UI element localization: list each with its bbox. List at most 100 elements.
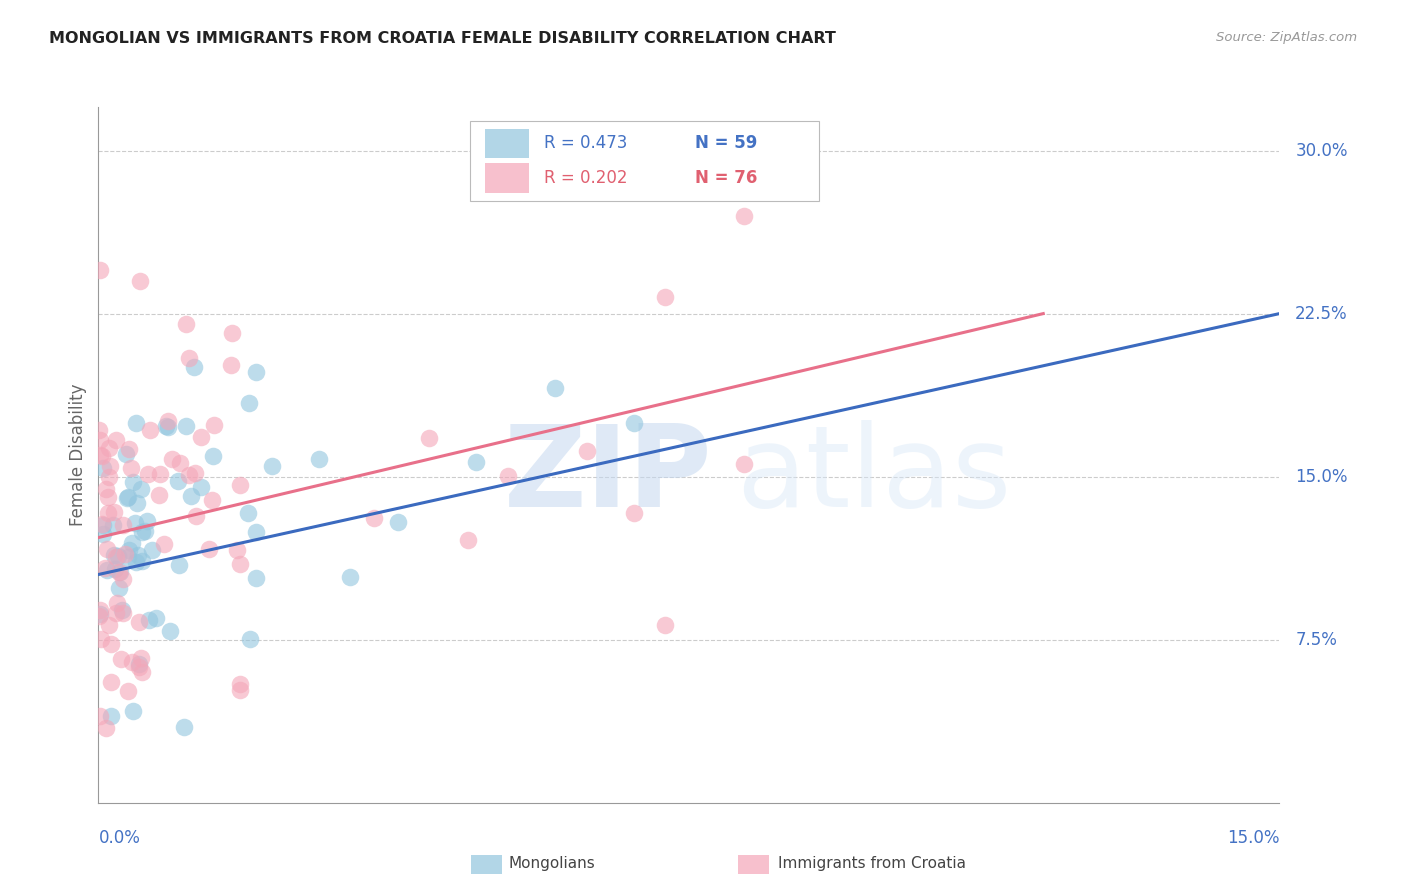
Point <box>121 536 143 550</box>
Text: Source: ZipAtlas.com: Source: ZipAtlas.com <box>1216 31 1357 45</box>
Point <box>654 617 676 632</box>
Point <box>128 660 150 674</box>
Point <box>202 449 225 463</box>
Point <box>153 537 176 551</box>
Point <box>93 561 115 575</box>
Point <box>117 684 139 698</box>
Point <box>134 524 156 538</box>
Point <box>198 541 221 556</box>
Point <box>89 607 111 622</box>
Point <box>245 365 267 379</box>
Point <box>245 524 267 539</box>
Point <box>221 326 243 341</box>
Point <box>107 581 129 595</box>
Point <box>91 449 114 463</box>
Point <box>111 603 134 617</box>
Point <box>225 542 247 557</box>
Point <box>496 469 519 483</box>
Point <box>623 506 645 520</box>
Point <box>128 615 150 629</box>
Text: 7.5%: 7.5% <box>1295 631 1337 648</box>
Point <box>145 611 167 625</box>
Point <box>90 632 112 647</box>
Point <box>93 517 115 532</box>
Point <box>103 505 125 519</box>
Bar <box>485 128 530 158</box>
Point <box>179 351 201 366</box>
Point <box>122 475 145 489</box>
Point <box>229 557 252 571</box>
Point <box>174 318 197 332</box>
Point <box>108 565 131 579</box>
Point <box>108 565 131 579</box>
Point <box>202 417 225 432</box>
Point <box>184 466 207 480</box>
Point <box>457 533 479 547</box>
Point <box>190 480 212 494</box>
Point <box>169 456 191 470</box>
Point <box>118 442 141 457</box>
Point <box>87 424 110 438</box>
Point <box>128 657 150 671</box>
Point <box>131 665 153 679</box>
Point <box>174 419 197 434</box>
Point <box>107 549 129 563</box>
FancyBboxPatch shape <box>471 121 818 201</box>
Point <box>127 496 149 510</box>
Point <box>127 549 149 563</box>
Point <box>125 555 148 569</box>
Point <box>105 606 128 620</box>
Point <box>260 459 283 474</box>
Point <box>308 451 330 466</box>
Text: Immigrants from Croatia: Immigrants from Croatia <box>778 856 966 871</box>
Point <box>141 543 163 558</box>
Point <box>219 358 242 372</box>
Point <box>129 274 152 288</box>
Point <box>89 603 111 617</box>
Point <box>339 569 361 583</box>
Point <box>112 606 135 620</box>
Point <box>111 572 134 586</box>
Point <box>122 705 145 719</box>
Point <box>91 526 114 541</box>
Point <box>180 489 202 503</box>
Point <box>94 721 117 735</box>
Point <box>117 550 139 565</box>
Point <box>87 609 110 624</box>
Text: R = 0.202: R = 0.202 <box>544 169 627 187</box>
Text: 0.0%: 0.0% <box>98 829 141 847</box>
Point <box>97 506 120 520</box>
Point <box>544 381 567 395</box>
Point <box>183 360 205 375</box>
Point <box>117 491 139 505</box>
Point <box>97 618 120 632</box>
Point <box>157 420 180 434</box>
Point <box>157 414 180 428</box>
Point <box>103 548 125 562</box>
Point <box>120 460 142 475</box>
Text: Mongolians: Mongolians <box>509 856 596 871</box>
Point <box>575 444 598 458</box>
Point <box>129 482 152 496</box>
Point <box>104 434 127 448</box>
Point <box>159 624 181 638</box>
Point <box>418 431 440 445</box>
Point <box>138 613 160 627</box>
Point <box>167 475 190 489</box>
Point <box>89 448 111 462</box>
Point <box>117 543 139 558</box>
Point <box>363 511 385 525</box>
Point <box>623 416 645 430</box>
Point <box>98 458 121 473</box>
Point <box>136 467 159 481</box>
Point <box>105 596 128 610</box>
Point <box>229 682 252 697</box>
Point <box>89 263 111 277</box>
Point <box>160 451 183 466</box>
Point <box>110 652 132 666</box>
Point <box>733 209 755 223</box>
Point <box>100 708 122 723</box>
Point <box>186 509 208 524</box>
Point <box>97 469 120 483</box>
Point <box>115 447 138 461</box>
